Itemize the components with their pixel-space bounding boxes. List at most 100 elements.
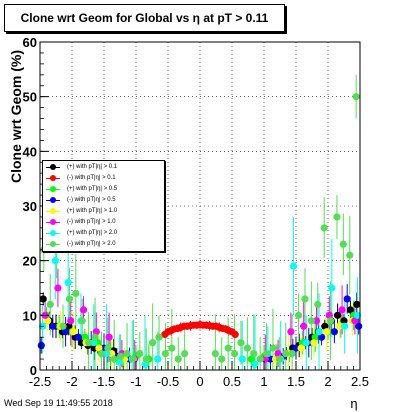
legend-marker-icon [50, 185, 56, 192]
data-point [51, 257, 59, 265]
data-point [353, 300, 361, 308]
data-point [91, 333, 99, 341]
data-point [97, 350, 106, 358]
data-point [311, 333, 319, 341]
data-point [250, 350, 258, 358]
data-point [282, 350, 290, 358]
data-point [301, 295, 309, 303]
chart-title: Clone wrt Geom for Global vs η at pT > 0… [4, 4, 285, 32]
y-tick-label: 40 [23, 144, 37, 159]
data-point [79, 306, 88, 314]
y-tick-label: 0 [30, 363, 37, 378]
data-point [123, 350, 131, 358]
data-point [328, 284, 336, 292]
data-point [74, 333, 82, 341]
data-point [294, 311, 303, 319]
x-tick-label: -2 [66, 374, 78, 389]
y-axis-label: Clone wrt Geom (%) [8, 50, 24, 183]
data-point [154, 355, 162, 363]
data-point [231, 330, 239, 339]
data-point [300, 322, 308, 330]
data-point [161, 350, 170, 358]
data-point [243, 344, 251, 352]
x-tick-label: -1 [130, 374, 142, 389]
data-point [102, 350, 111, 358]
data-point [353, 311, 362, 319]
data-point [325, 311, 333, 319]
data-point [334, 311, 342, 319]
data-point [302, 339, 310, 347]
data-point [174, 355, 182, 363]
data-point [339, 240, 347, 248]
legend-label: (+) with pT|η| > 2.0 [67, 229, 118, 236]
legend-label: (+) with pT|η| > 0.5 [67, 185, 118, 192]
y-tick-label: 60 [23, 35, 37, 50]
data-point [318, 333, 326, 341]
data-point [72, 289, 80, 298]
data-point [129, 355, 138, 363]
x-tick-label: -2.5 [29, 374, 51, 389]
timestamp: Wed Sep 19 11:49:55 2018 [4, 398, 113, 408]
data-point [256, 355, 264, 363]
legend-label: (-) with pT|η| > 1.0 [67, 218, 116, 225]
data-point [78, 317, 86, 325]
data-point [237, 339, 245, 347]
data-point [69, 328, 77, 336]
y-tick-label: 20 [23, 254, 37, 269]
y-tick-label: 30 [23, 199, 37, 214]
legend-marker-icon [50, 163, 56, 170]
data-point [108, 350, 116, 358]
x-tick-label: 0 [196, 374, 203, 389]
data-point [323, 328, 331, 336]
data-point [117, 352, 125, 360]
data-point [104, 344, 112, 352]
legend-marker-icon [50, 207, 56, 214]
data-point [67, 317, 75, 325]
x-tick-label: -1.5 [93, 374, 115, 389]
data-point [95, 344, 103, 352]
data-point [351, 317, 359, 325]
data-point [314, 300, 322, 308]
legend-label: (-) with pT|η| > 2.0 [67, 240, 116, 247]
data-point [44, 317, 52, 325]
data-point [287, 328, 295, 336]
data-point [297, 344, 305, 352]
legend-label: (+) with pT|η| > 1.0 [67, 207, 118, 214]
legend-marker-icon [50, 229, 56, 236]
x-tick-label: 1 [260, 374, 267, 389]
data-point [181, 350, 189, 358]
legend-marker-icon [50, 218, 56, 225]
data-point [312, 317, 321, 325]
x-tick-label: 2.5 [351, 374, 369, 389]
data-points [37, 93, 363, 369]
legend-label: (-) with pT|η| > 0.1 [67, 174, 116, 181]
data-point [224, 344, 232, 352]
data-point [49, 322, 57, 330]
data-point [289, 262, 298, 270]
legend-marker-icon [50, 240, 56, 247]
x-tick-label: 2 [324, 374, 331, 389]
legend-label: (-) with pT|η| > 0.5 [67, 196, 116, 203]
data-point [343, 295, 351, 303]
legend-marker-icon [50, 174, 56, 181]
data-point [274, 350, 282, 358]
data-point [346, 306, 354, 314]
x-tick-label: 0.5 [223, 374, 241, 389]
data-point [141, 360, 149, 369]
data-point [238, 355, 246, 363]
data-point [292, 344, 300, 352]
data-point [262, 350, 271, 358]
data-point [65, 322, 73, 330]
data-point [275, 355, 283, 363]
data-point [269, 344, 277, 352]
data-point [64, 278, 72, 287]
data-point [335, 322, 344, 330]
legend-entry: (+) with pT|η| > 0.1 [43, 162, 164, 173]
data-point [288, 350, 296, 358]
data-point [149, 339, 157, 347]
data-point [340, 317, 348, 325]
y-tick-label: 50 [23, 90, 37, 105]
legend-entry: (+) with pT|η| > 1.0 [43, 206, 164, 217]
data-point [37, 341, 45, 349]
